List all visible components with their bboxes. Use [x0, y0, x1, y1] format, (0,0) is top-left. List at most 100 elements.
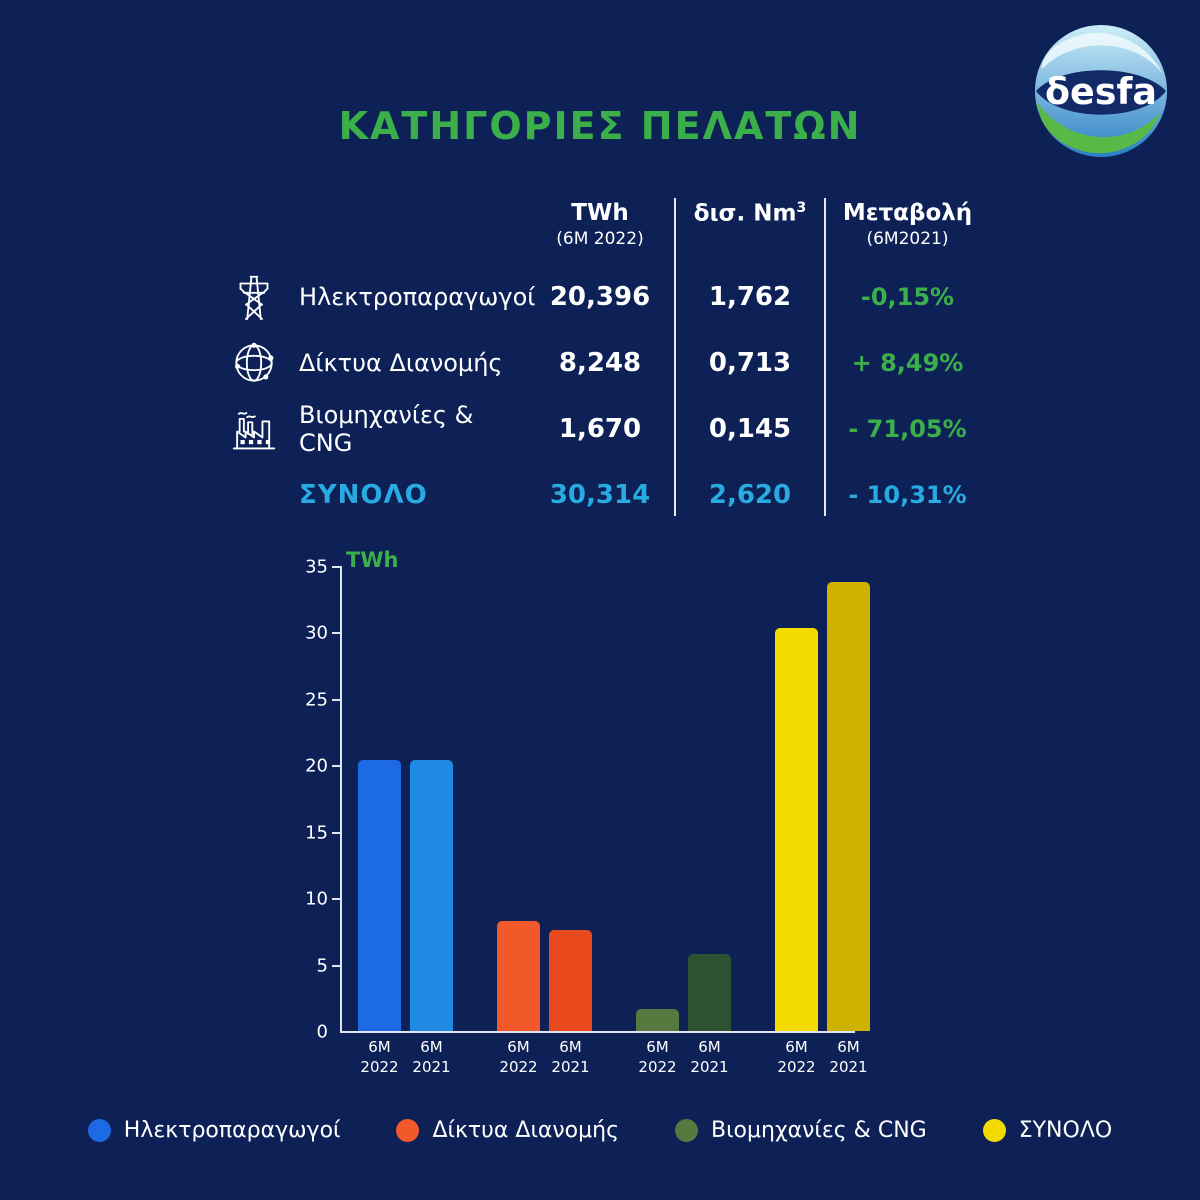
bar-wrap: 6M 2021 — [688, 566, 731, 1076]
bar-wrap: 6M 2022 — [636, 566, 679, 1076]
bar-chart: TWh 0 5 10 15 20 25 30 35 6M 2022 6M 2021 6M 2022 6M 20… — [280, 548, 870, 1083]
table-row: Δίκτυα Διανομής 8,248 0,713 + 8,49% — [225, 330, 990, 396]
globe-icon — [225, 336, 283, 390]
ytick-mark — [332, 765, 340, 768]
bar — [410, 759, 453, 1031]
bar — [688, 954, 731, 1031]
xtick-label: 6M 2022 — [360, 1038, 399, 1076]
table-row: ΣΥΝΟΛΟ 30,314 2,620 - 10,31% — [225, 462, 990, 528]
table-row: Βιομηχανίες & CNG 1,670 0,145 - 71,05% — [225, 396, 990, 462]
ytick-label: 15 — [305, 822, 328, 844]
nm3-value: 0,713 — [708, 348, 792, 378]
twh-value: 1,670 — [558, 414, 642, 444]
ytick-label: 0 — [316, 1021, 328, 1043]
col-header-twh-sub: (6M 2022) — [556, 229, 644, 249]
bar-group: 6M 2022 6M 2021 — [636, 566, 731, 1076]
twh-value: 30,314 — [549, 480, 651, 510]
col-header-change-title: Μεταβολή — [842, 200, 973, 226]
ytick-mark — [332, 566, 340, 568]
ytick-label: 10 — [305, 888, 328, 910]
change-value: + 8,49% — [851, 349, 964, 377]
col-header-change-sub: (6M2021) — [866, 229, 949, 249]
table-divider-2 — [824, 198, 826, 516]
legend-label: ΣΥΝΟΛΟ — [1018, 1118, 1113, 1143]
xtick-label: 6M 2021 — [412, 1038, 451, 1076]
y-axis-label: TWh — [346, 548, 399, 572]
legend-item: Βιομηχανίες & CNG — [675, 1118, 927, 1143]
legend-dot — [982, 1119, 1006, 1142]
row-label-cell: Βιομηχανίες & CNG — [225, 401, 525, 457]
xtick-label: 6M 2022 — [499, 1038, 538, 1076]
ytick-label: 5 — [316, 955, 328, 977]
xtick-label: 6M 2022 — [638, 1038, 677, 1076]
legend-item: ΣΥΝΟΛΟ — [982, 1118, 1113, 1143]
bar-group: 6M 2022 6M 2021 — [358, 566, 453, 1076]
ytick-mark — [332, 698, 340, 701]
table-header: TWh (6M 2022) δισ. Nm3 Μεταβολή (6M2021) — [225, 192, 990, 264]
change-value: - 71,05% — [848, 415, 967, 443]
bar-wrap: 6M 2022 — [358, 566, 401, 1076]
xtick-label: 6M 2021 — [829, 1038, 868, 1076]
bar-wrap: 6M 2021 — [827, 566, 870, 1076]
row-label: Βιομηχανίες & CNG — [299, 401, 474, 457]
ytick-label: 20 — [305, 755, 328, 777]
xtick-label: 6M 2022 — [777, 1038, 816, 1076]
table-row: Ηλεκτροπαραγωγοί 20,396 1,762 -0,15% — [225, 264, 990, 330]
desfa-logo: δesfa — [1032, 22, 1170, 160]
bar-wrap: 6M 2022 — [497, 566, 540, 1076]
nm3-value: 2,620 — [708, 480, 792, 510]
nm3-value: 0,145 — [708, 414, 792, 444]
row-label: ΣΥΝΟΛΟ — [299, 480, 428, 510]
col-header-change: Μεταβολή (6M2021) — [825, 192, 990, 264]
bar — [775, 628, 818, 1031]
twh-value: 20,396 — [549, 282, 651, 312]
ytick-label: 35 — [305, 556, 328, 578]
bar-wrap: 6M 2021 — [549, 566, 592, 1076]
col-header-twh-title: TWh — [571, 200, 629, 226]
legend-item: Δίκτυα Διανομής — [396, 1118, 619, 1143]
bar — [827, 581, 870, 1031]
change-value: - 10,31% — [848, 481, 967, 509]
customer-table: TWh (6M 2022) δισ. Nm3 Μεταβολή (6M2021)… — [225, 192, 990, 528]
legend-dot — [675, 1119, 698, 1142]
row-label: Ηλεκτροπαραγωγοί — [299, 283, 536, 311]
legend-label: Βιομηχανίες & CNG — [711, 1118, 927, 1143]
row-label-cell: Δίκτυα Διανομής — [225, 336, 525, 390]
xtick-label: 6M 2021 — [551, 1038, 590, 1076]
ytick-mark — [332, 831, 340, 834]
bar — [358, 760, 401, 1031]
bar — [549, 930, 592, 1031]
col-header-twh: TWh (6M 2022) — [525, 192, 675, 264]
row-label-cell: Ηλεκτροπαραγωγοί — [225, 270, 535, 324]
table-divider-1 — [674, 198, 676, 516]
factory-icon — [225, 402, 283, 456]
page-title: ΚΑΤΗΓΟΡΙΕΣ ΠΕΛΑΤΩΝ — [338, 104, 862, 148]
ytick-mark — [332, 964, 340, 967]
table-body: Ηλεκτροπαραγωγοί 20,396 1,762 -0,15% Δίκτυα … — [225, 264, 990, 528]
bar-group: 6M 2022 6M 2021 — [775, 566, 870, 1076]
ytick-label: 30 — [305, 622, 328, 644]
pylon-icon — [225, 270, 283, 324]
xtick-label: 6M 2021 — [690, 1038, 729, 1076]
ytick-label: 25 — [305, 689, 328, 711]
chart-legend: Ηλεκτροπαραγωγοί Δίκτυα Διανομής Βιομηχανί… — [0, 1118, 1200, 1143]
bar — [497, 921, 540, 1031]
bar-wrap: 6M 2021 — [410, 566, 453, 1076]
desfa-logo-icon: δesfa — [1034, 24, 1168, 158]
col-header-nm3: δισ. Nm3 — [675, 192, 825, 264]
nm3-value: 1,762 — [708, 282, 792, 312]
legend-dot — [87, 1119, 111, 1142]
plot-area: 0 5 10 15 20 25 30 35 6M 2022 6M 2021 6M 2022 6M 2021 6M… — [305, 557, 870, 1076]
change-value: -0,15% — [860, 283, 955, 311]
bar — [636, 1008, 679, 1031]
bar-wrap: 6M 2022 — [775, 566, 818, 1076]
twh-value: 8,248 — [558, 348, 642, 378]
ytick-mark — [332, 632, 340, 635]
row-label-cell: ΣΥΝΟΛΟ — [225, 480, 525, 510]
legend-dot — [396, 1119, 420, 1142]
legend-label: Ηλεκτροπαραγωγοί — [123, 1118, 341, 1143]
ytick-mark — [332, 898, 340, 901]
legend-label: Δίκτυα Διανομής — [432, 1118, 619, 1143]
row-label: Δίκτυα Διανομής — [299, 349, 503, 377]
